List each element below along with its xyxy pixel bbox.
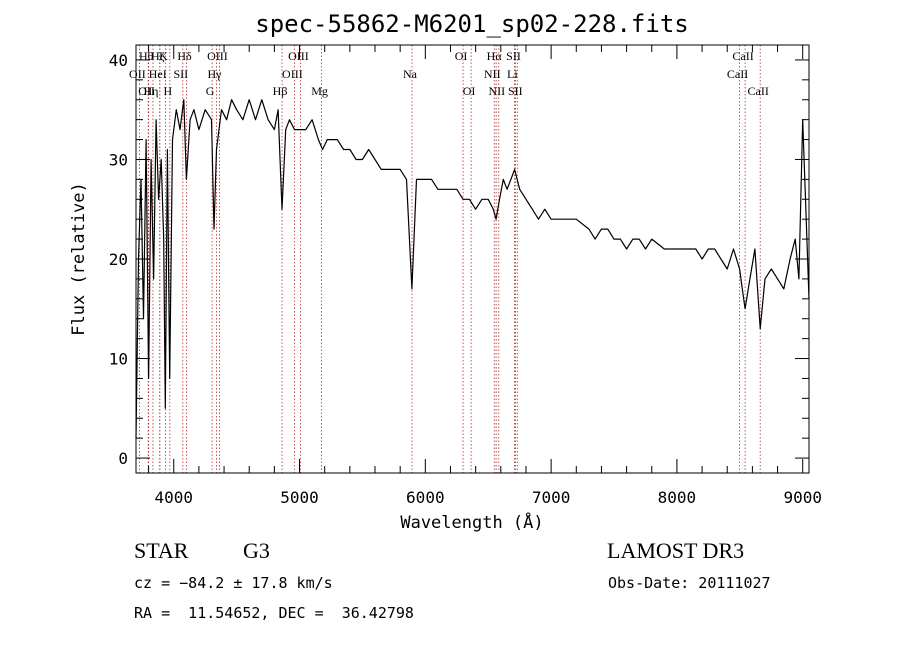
x-tick-label-4: 8000 [658, 488, 697, 507]
line-label-0: OII [129, 67, 146, 81]
y-tick-label-2: 20 [109, 250, 128, 269]
line-label-27: CaII [732, 49, 753, 63]
line-label-4: Hζ [151, 49, 165, 63]
line-label-16: Mg [311, 84, 328, 98]
y-axis-ticks: 0 10 20 30 40 [109, 51, 809, 468]
coordinates: RA = 11.54652, DEC = 36.42798 [134, 604, 414, 622]
y-tick-label-4: 40 [109, 51, 128, 70]
line-label-14: OIII [282, 67, 303, 81]
line-label-23: SII [506, 49, 521, 63]
redshift-readout: cz = −84.2 ± 17.8 km/s [134, 574, 333, 592]
line-label-5: HeI [149, 67, 167, 81]
flux-series-line [135, 99, 810, 439]
chart-title: spec-55862-M6201_sp02-228.fits [255, 10, 688, 38]
line-label-13: Hβ [273, 84, 288, 98]
x-tick-label-3: 7000 [532, 488, 571, 507]
line-label-28: CaII [748, 84, 769, 98]
line-label-8: SII [173, 67, 188, 81]
line-label-15: OIII [288, 49, 309, 63]
survey-name: LAMOST DR3 [607, 538, 745, 563]
line-label-17: Na [403, 67, 418, 81]
line-label-3: Hη [144, 84, 159, 98]
emission-line-markers [138, 45, 761, 473]
line-label-18: OI [455, 49, 468, 63]
y-tick-label-1: 10 [109, 350, 128, 369]
x-tick-label-0: 4000 [154, 488, 193, 507]
line-label-24: Li [507, 67, 518, 81]
x-tick-label-2: 6000 [406, 488, 445, 507]
object-type: STAR [134, 538, 189, 563]
line-label-10: OIII [207, 49, 228, 63]
line-label-21: NII [484, 67, 501, 81]
y-axis-label: Flux (relative) [69, 182, 89, 336]
line-label-9: Hδ [177, 49, 192, 63]
line-label-2: OII [138, 84, 155, 98]
line-label-12: G [206, 84, 215, 98]
line-label-22: NII [488, 84, 505, 98]
line-label-6: K [159, 49, 168, 63]
x-axis-label: Wavelength (Å) [400, 511, 543, 533]
line-label-20: Hα [487, 49, 503, 63]
line-label-11: Hγ [208, 67, 223, 81]
y-tick-label-3: 30 [109, 150, 128, 169]
x-tick-label-1: 5000 [280, 488, 319, 507]
x-axis-ticks: 4000 5000 6000 7000 8000 9000 [148, 45, 822, 507]
obs-date: Obs-Date: 20111027 [608, 574, 771, 592]
x-tick-label-5: 9000 [783, 488, 822, 507]
line-label-1: Hθ [139, 49, 154, 63]
line-label-25: SII [508, 84, 523, 98]
line-label-26: CaII [727, 67, 748, 81]
line-label-19: OI [463, 84, 476, 98]
line-label-7: H [164, 84, 173, 98]
y-tick-label-0: 0 [118, 449, 128, 468]
spectral-subclass: G3 [243, 538, 270, 563]
